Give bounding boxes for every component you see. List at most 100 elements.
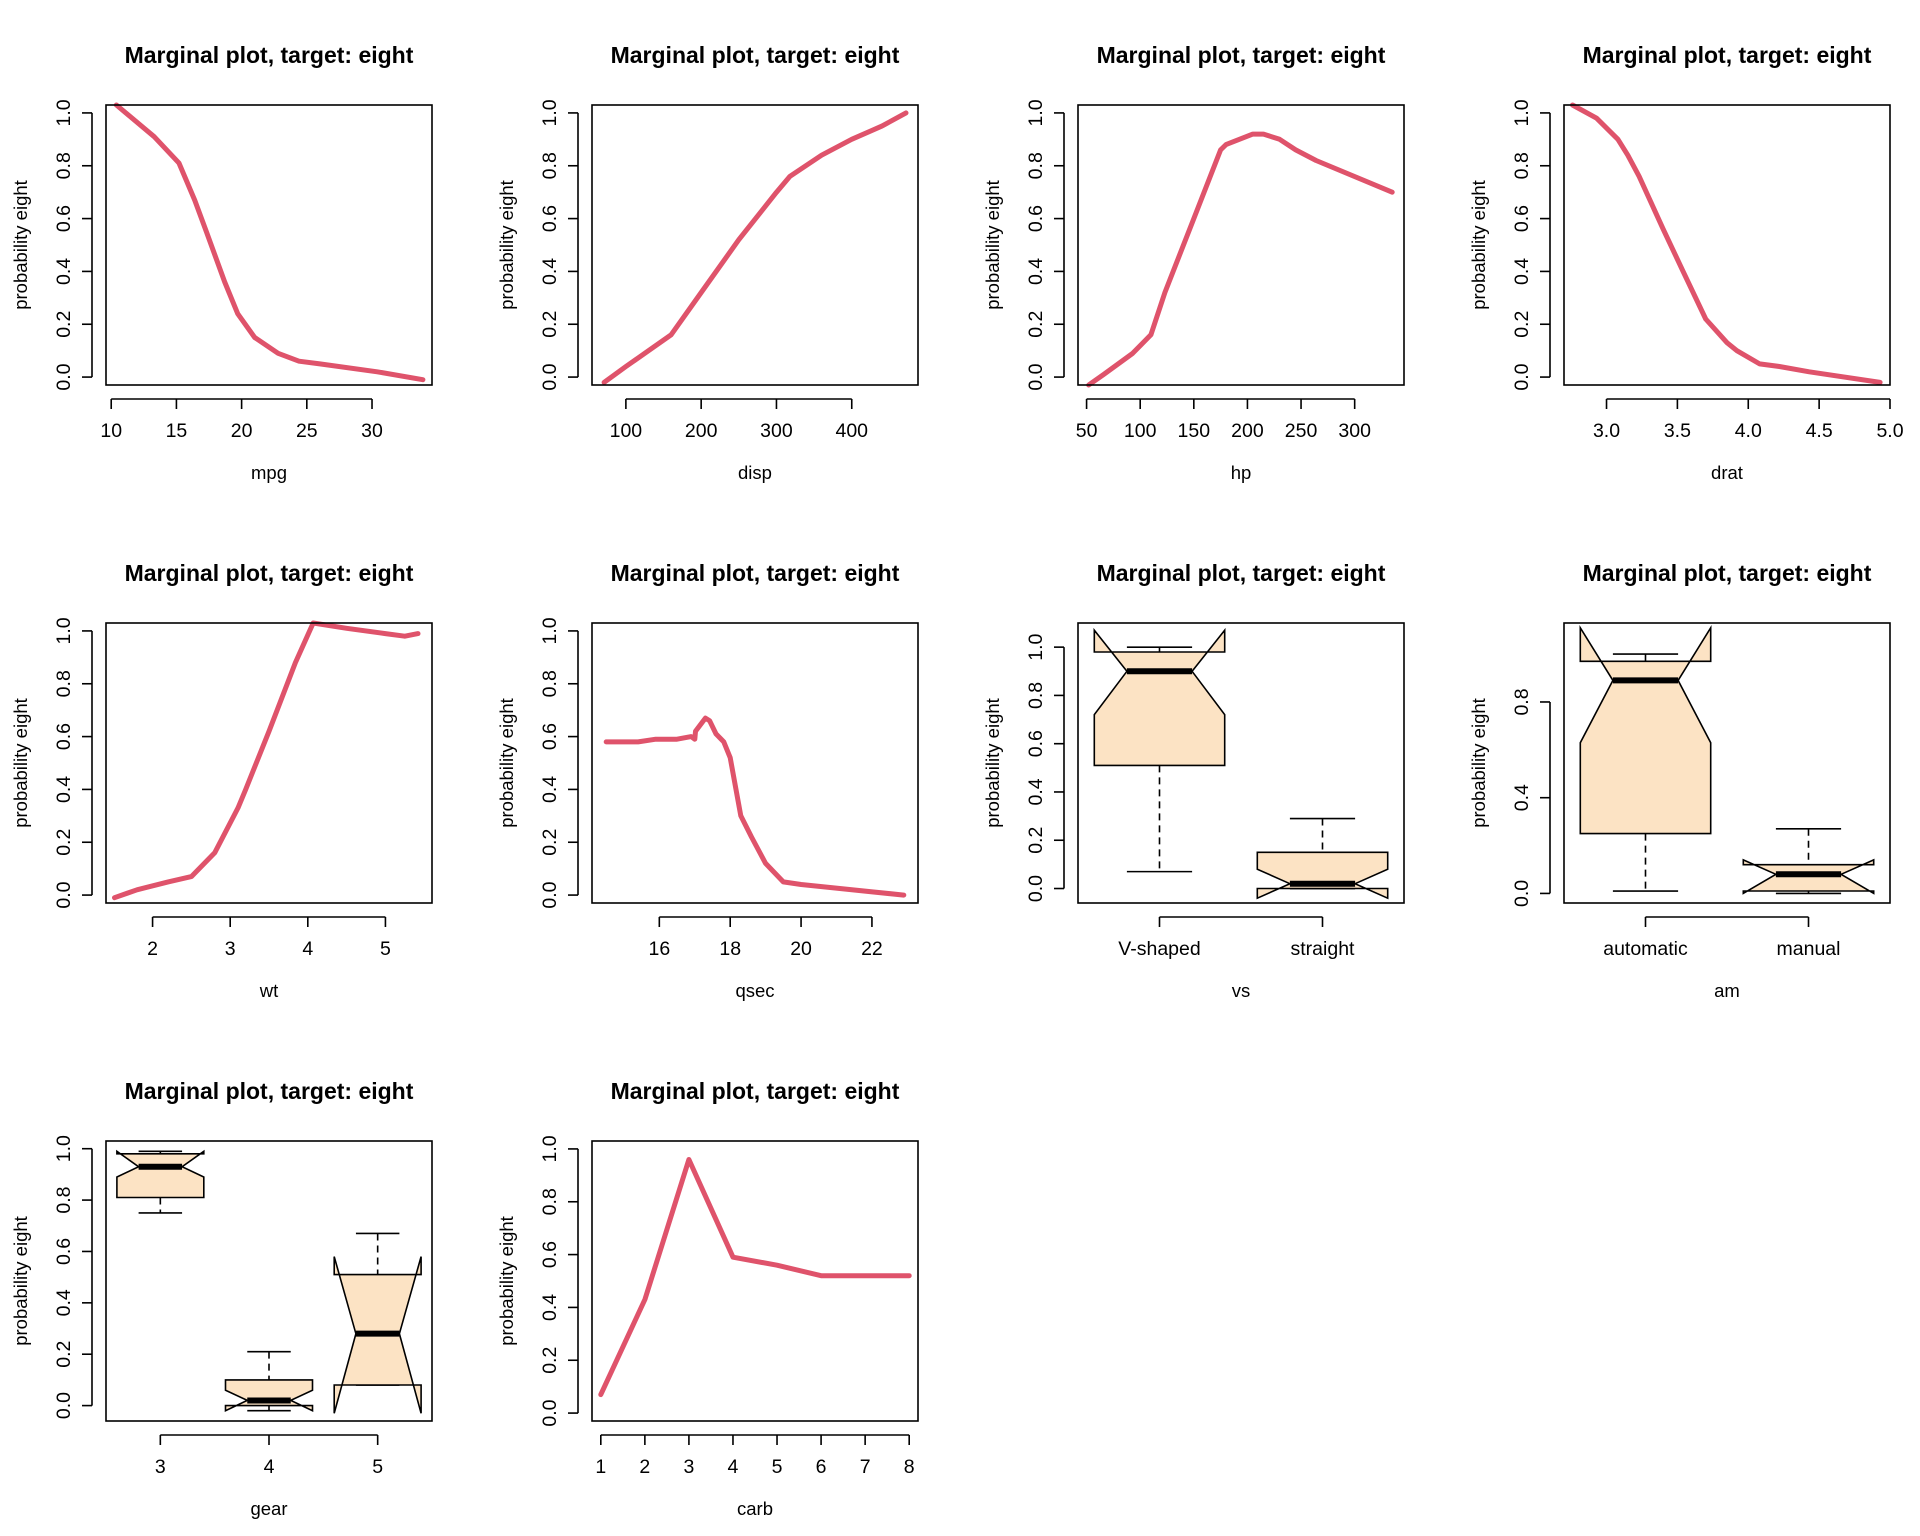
y-tick-label: 0.2 bbox=[539, 311, 561, 338]
y-tick-label: 0.2 bbox=[53, 829, 75, 856]
box-straight bbox=[1256, 817, 1389, 900]
chart-title: Marginal plot, target: eight bbox=[1583, 42, 1872, 68]
chart-panel-hp: Marginal plot, target: eight 0.0 0.2 0.4 0.6… bbox=[982, 42, 1405, 483]
plot-frame bbox=[105, 622, 433, 904]
y-tick-label: 0.4 bbox=[539, 258, 561, 285]
y-tick-label: 0.0 bbox=[53, 881, 75, 908]
chart-panel-qsec: Marginal plot, target: eight 0.0 0.2 0.4 0.6… bbox=[496, 560, 919, 1001]
x-tick-label: 2 bbox=[147, 938, 158, 960]
y-tick-label: 0.8 bbox=[539, 670, 561, 697]
y-tick-label: 0.2 bbox=[53, 1341, 75, 1368]
y-tick-label: 0.8 bbox=[1511, 152, 1533, 179]
box-body bbox=[1256, 851, 1389, 900]
x-tick-label: manual bbox=[1777, 938, 1841, 960]
y-tick-label: 0.0 bbox=[539, 1399, 561, 1426]
y-axis-label: probability eight bbox=[10, 180, 31, 310]
x-axis-label: am bbox=[1714, 980, 1740, 1001]
y-tick-label: 0.0 bbox=[1025, 875, 1047, 902]
x-tick-label: 5 bbox=[380, 938, 391, 960]
x-tick-label: 3 bbox=[155, 1456, 166, 1478]
x-tick-label: 300 bbox=[1338, 420, 1371, 442]
y-tick-label: 0.6 bbox=[539, 1241, 561, 1268]
chart-title: Marginal plot, target: eight bbox=[611, 1078, 900, 1104]
x-tick-label: 5.0 bbox=[1876, 420, 1903, 442]
x-tick-label: straight bbox=[1291, 938, 1356, 960]
y-tick-label: 1.0 bbox=[1025, 633, 1047, 660]
y-tick-label: 0.8 bbox=[53, 670, 75, 697]
x-axis-label: vs bbox=[1232, 980, 1251, 1001]
x-tick-label: 2 bbox=[639, 1456, 650, 1478]
y-tick-label: 0.8 bbox=[539, 152, 561, 179]
y-tick-label: 0.4 bbox=[539, 776, 561, 803]
x-tick-label: 4 bbox=[264, 1456, 275, 1478]
plot-frame bbox=[591, 104, 919, 386]
plot-frame bbox=[1077, 622, 1405, 904]
x-tick-label: 10 bbox=[100, 420, 122, 442]
y-axis-label: probability eight bbox=[496, 698, 517, 828]
x-axis-label: drat bbox=[1711, 462, 1743, 483]
box-3 bbox=[116, 1149, 205, 1214]
y-tick-label: 0.6 bbox=[539, 205, 561, 232]
y-tick-label: 0.4 bbox=[53, 258, 75, 285]
x-tick-label: 7 bbox=[860, 1456, 871, 1478]
x-tick-label: 8 bbox=[904, 1456, 915, 1478]
y-tick-label: 0.8 bbox=[1025, 682, 1047, 709]
y-tick-label: 1.0 bbox=[539, 617, 561, 644]
chart-title: Marginal plot, target: eight bbox=[1583, 560, 1872, 586]
series-line bbox=[1086, 131, 1395, 388]
y-tick-label: 0.8 bbox=[1025, 152, 1047, 179]
y-tick-label: 0.8 bbox=[53, 1187, 75, 1214]
x-axis-label: qsec bbox=[735, 980, 774, 1001]
y-tick-label: 0.4 bbox=[1025, 258, 1047, 285]
box-manual bbox=[1742, 828, 1875, 895]
x-tick-label: 4.0 bbox=[1735, 420, 1762, 442]
y-tick-label: 1.0 bbox=[53, 99, 75, 126]
y-tick-label: 1.0 bbox=[1511, 99, 1533, 126]
y-axis-label: probability eight bbox=[496, 180, 517, 310]
x-tick-label: 1 bbox=[595, 1456, 606, 1478]
x-tick-label: 22 bbox=[861, 938, 883, 960]
plot-frame bbox=[1563, 104, 1891, 386]
x-tick-label: 4 bbox=[728, 1456, 739, 1478]
y-tick-label: 1.0 bbox=[53, 617, 75, 644]
chart-title: Marginal plot, target: eight bbox=[611, 42, 900, 68]
x-tick-label: 3 bbox=[683, 1456, 694, 1478]
series-line bbox=[603, 715, 907, 898]
y-tick-label: 0.0 bbox=[1511, 880, 1533, 907]
chart-title: Marginal plot, target: eight bbox=[611, 560, 900, 586]
y-tick-label: 0.6 bbox=[53, 205, 75, 232]
chart-panel-drat: Marginal plot, target: eight 0.0 0.2 0.4 0.6… bbox=[1468, 42, 1904, 483]
y-tick-label: 0.4 bbox=[1511, 258, 1533, 285]
x-tick-label: 4 bbox=[302, 938, 313, 960]
box-body bbox=[1093, 627, 1226, 767]
y-tick-label: 0.6 bbox=[53, 723, 75, 750]
series-line bbox=[601, 110, 909, 385]
x-tick-label: 3.0 bbox=[1593, 420, 1620, 442]
y-axis-label: probability eight bbox=[10, 1216, 31, 1346]
x-tick-label: 3.5 bbox=[1664, 420, 1691, 442]
y-tick-label: 0.2 bbox=[539, 829, 561, 856]
series-line bbox=[113, 102, 426, 383]
x-tick-label: 200 bbox=[1231, 420, 1264, 442]
x-tick-label: 6 bbox=[816, 1456, 827, 1478]
box-body bbox=[224, 1379, 314, 1412]
chart-title: Marginal plot, target: eight bbox=[125, 560, 414, 586]
x-tick-label: 50 bbox=[1076, 420, 1098, 442]
x-tick-label: 4.5 bbox=[1806, 420, 1833, 442]
chart-title: Marginal plot, target: eight bbox=[125, 42, 414, 68]
y-tick-label: 0.0 bbox=[53, 363, 75, 390]
y-axis-label: probability eight bbox=[10, 698, 31, 828]
x-tick-label: 100 bbox=[1124, 420, 1157, 442]
x-tick-label: V-shaped bbox=[1118, 938, 1200, 960]
chart-title: Marginal plot, target: eight bbox=[125, 1078, 414, 1104]
x-tick-label: 25 bbox=[296, 420, 318, 442]
chart-title: Marginal plot, target: eight bbox=[1097, 42, 1386, 68]
y-axis-label: probability eight bbox=[982, 698, 1003, 828]
y-tick-label: 0.0 bbox=[539, 363, 561, 390]
x-tick-label: 300 bbox=[760, 420, 793, 442]
chart-title: Marginal plot, target: eight bbox=[1097, 560, 1386, 586]
y-tick-label: 0.8 bbox=[1511, 688, 1533, 715]
series-line bbox=[598, 1157, 912, 1398]
y-tick-label: 0.6 bbox=[53, 1238, 75, 1265]
y-tick-label: 1.0 bbox=[53, 1135, 75, 1162]
